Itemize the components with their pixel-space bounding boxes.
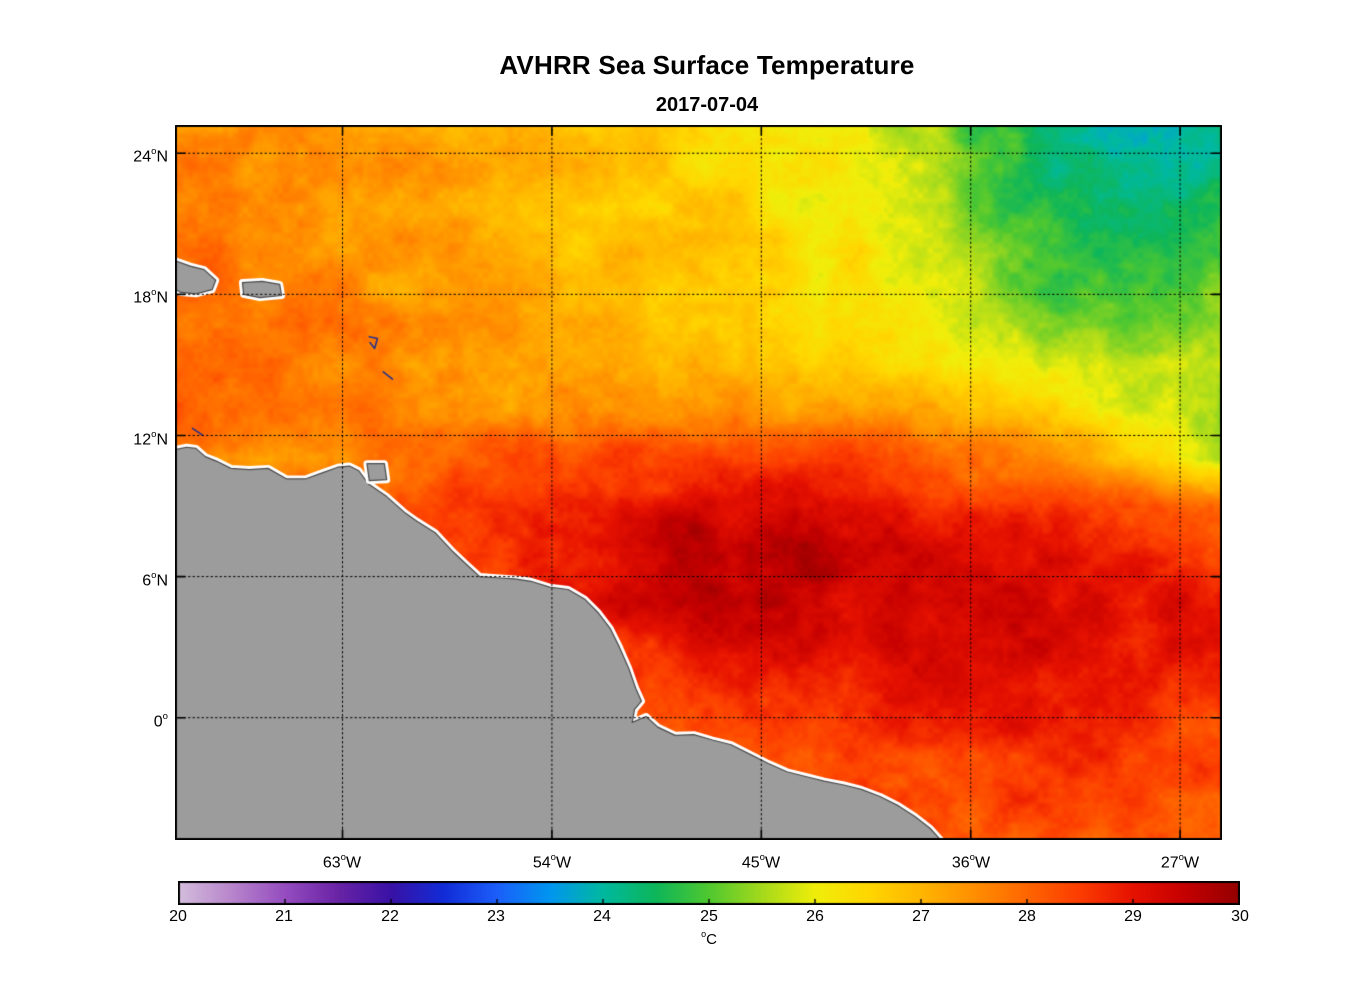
colorbar-tick-22: 22 (381, 908, 399, 925)
colorbar-tick-28: 28 (1018, 908, 1036, 925)
lon-tick-63w: 63oW (322, 851, 362, 872)
chart-title: AVHRR Sea Surface Temperature (499, 50, 915, 80)
colorbar-unit-label: oC (701, 928, 717, 948)
colorbar-tick-23: 23 (487, 908, 505, 925)
lat-tick-0: 0o (153, 710, 168, 731)
colorbar-tick-24: 24 (593, 908, 611, 925)
lon-tick-36w: 36oW (951, 851, 991, 872)
colorbar-tick-25: 25 (700, 908, 718, 925)
sst-map-canvas (175, 125, 1222, 840)
lat-tick-18n: 18oN (133, 286, 168, 307)
chart-subtitle: 2017-07-04 (655, 94, 759, 116)
lon-tick-45w: 45oW (741, 851, 781, 872)
lat-tick-24n: 24oN (133, 145, 168, 166)
colorbar-tick-26: 26 (806, 908, 824, 925)
colorbar-tick-20: 20 (169, 908, 187, 925)
colorbar-tick-29: 29 (1124, 908, 1142, 925)
lon-tick-54w: 54oW (532, 851, 572, 872)
lon-tick-27w: 27oW (1160, 851, 1200, 872)
lat-tick-12n: 12oN (133, 428, 168, 449)
colorbar-tick-21: 21 (275, 908, 293, 925)
colorbar-tick-30: 30 (1231, 908, 1249, 925)
lat-tick-6n: 6oN (142, 569, 168, 590)
colorbar-canvas (178, 881, 1240, 905)
colorbar-tick-27: 27 (912, 908, 930, 925)
